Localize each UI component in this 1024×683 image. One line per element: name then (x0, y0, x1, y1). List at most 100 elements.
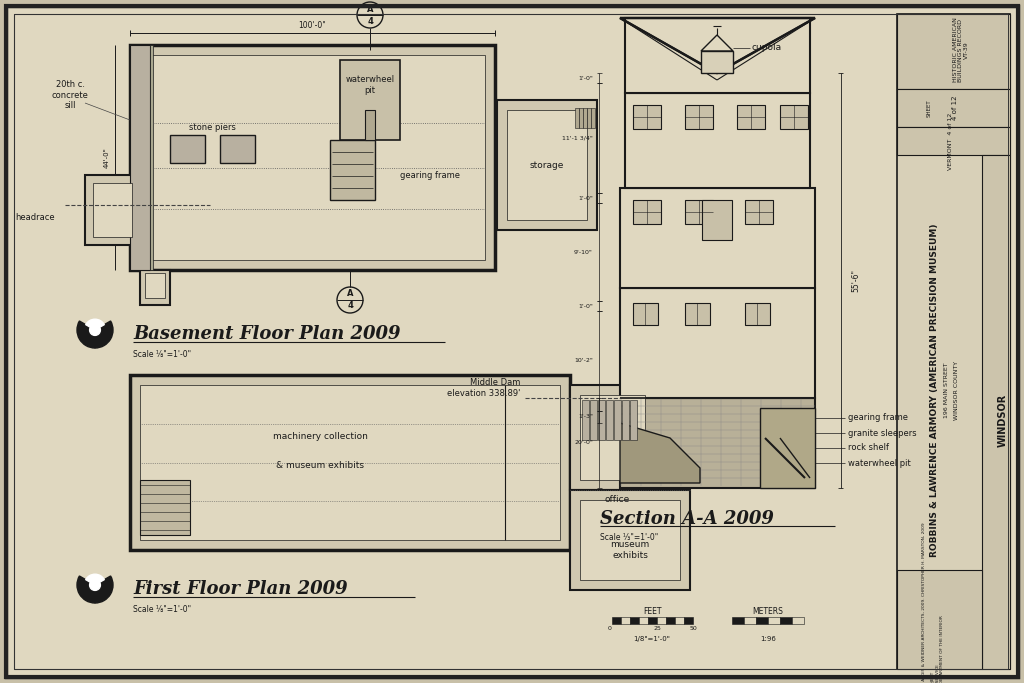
Text: SHEET: SHEET (927, 99, 932, 117)
Circle shape (90, 324, 100, 335)
Text: First Floor Plan 2009: First Floor Plan 2009 (133, 580, 347, 598)
Bar (170, 135, 205, 163)
Bar (744, 617, 756, 624)
Text: 1'-3": 1'-3" (578, 415, 593, 419)
Bar (768, 617, 780, 624)
Bar (582, 400, 589, 440)
Bar (685, 303, 710, 325)
Text: WINDSOR: WINDSOR (998, 393, 1008, 447)
Bar (130, 45, 150, 270)
Bar (591, 108, 595, 128)
Bar (614, 400, 621, 440)
Bar (612, 617, 621, 624)
Bar (982, 155, 1010, 669)
Wedge shape (95, 321, 113, 348)
Text: 50: 50 (689, 626, 697, 630)
Bar (633, 200, 662, 224)
Bar (575, 108, 579, 128)
Bar (760, 408, 815, 488)
Bar (497, 100, 597, 230)
Text: 4: 4 (347, 301, 353, 311)
Text: machinery collection: machinery collection (272, 432, 368, 441)
Bar (330, 140, 375, 200)
Bar (150, 45, 153, 270)
Bar (587, 108, 591, 128)
Bar (780, 105, 808, 129)
Bar (685, 200, 713, 224)
Text: granite sleepers: granite sleepers (848, 428, 916, 438)
Text: VERMONT  4 of 12: VERMONT 4 of 12 (947, 113, 952, 169)
Bar (737, 105, 765, 129)
Bar (675, 617, 684, 624)
Text: stone piers: stone piers (188, 122, 236, 132)
Text: waterwheel pit: waterwheel pit (848, 458, 910, 467)
Bar (684, 617, 693, 624)
Text: 1:96: 1:96 (760, 636, 776, 642)
Text: Section A-A 2009: Section A-A 2009 (600, 510, 774, 528)
Bar (590, 400, 597, 440)
Bar (140, 55, 485, 260)
Text: A: A (347, 290, 353, 298)
Bar (897, 570, 982, 669)
Text: rock shelf: rock shelf (848, 443, 889, 453)
Bar (620, 188, 815, 288)
Wedge shape (77, 576, 95, 603)
Bar (580, 500, 680, 580)
Bar (130, 45, 495, 270)
Bar (630, 400, 637, 440)
Wedge shape (86, 574, 104, 585)
Text: 44'-0": 44'-0" (104, 147, 110, 168)
Text: 10'-2": 10'-2" (574, 359, 593, 363)
Bar (745, 200, 773, 224)
Bar (93, 183, 132, 237)
Text: 100'-0": 100'-0" (299, 21, 327, 31)
Text: DELINEATED BY:  AEGIS & WEIDNER ARCHITECTS, 2009. CHRISTOPHER H. MARSTON, 2009

: DELINEATED BY: AEGIS & WEIDNER ARCHITECT… (922, 522, 944, 683)
Polygon shape (620, 423, 700, 483)
Bar (85, 175, 140, 245)
Text: 196 MAIN STREET: 196 MAIN STREET (944, 362, 949, 418)
Text: cupola: cupola (752, 44, 782, 53)
Text: ROBBINS & LAWRENCE ARMORY (AMERICAN PRECISION MUSEUM): ROBBINS & LAWRENCE ARMORY (AMERICAN PREC… (931, 223, 939, 557)
Bar (140, 480, 190, 535)
Bar (745, 303, 770, 325)
Text: FEET: FEET (643, 607, 662, 615)
Bar (702, 200, 732, 240)
Text: 1/8"=1'-0": 1/8"=1'-0" (634, 636, 671, 642)
Text: Middle Dam
elevation 338.89': Middle Dam elevation 338.89' (446, 378, 520, 398)
Bar (625, 93, 810, 188)
Bar (145, 273, 165, 298)
Text: Scale ⅓"=1'-0": Scale ⅓"=1'-0" (600, 533, 658, 542)
Text: Basement Floor Plan 2009: Basement Floor Plan 2009 (133, 325, 400, 343)
Bar (897, 14, 1010, 89)
Text: 4: 4 (367, 16, 373, 25)
Text: Scale ⅛"=1'-0": Scale ⅛"=1'-0" (133, 605, 191, 614)
Bar (732, 617, 744, 624)
Bar (701, 51, 733, 73)
Bar (620, 288, 815, 398)
Text: 9'-10": 9'-10" (574, 249, 593, 255)
Bar (897, 89, 1010, 127)
Text: museum
exhibits: museum exhibits (610, 540, 649, 559)
Bar (220, 135, 255, 163)
Text: gearing frame: gearing frame (848, 413, 908, 423)
Bar (570, 385, 655, 490)
Bar (621, 617, 630, 624)
Bar (756, 617, 768, 624)
Bar (606, 400, 613, 440)
Bar (897, 14, 1010, 669)
Bar (685, 105, 713, 129)
Text: storage: storage (529, 161, 564, 169)
Bar (583, 108, 587, 128)
Bar (507, 110, 587, 220)
Text: office: office (604, 495, 630, 505)
Bar (625, 18, 810, 93)
Wedge shape (77, 321, 95, 348)
Bar (639, 617, 648, 624)
Bar (580, 395, 645, 480)
Bar (570, 490, 690, 590)
Text: HISTORIC AMERICAN
BUILDINGS RECORD
VT-39: HISTORIC AMERICAN BUILDINGS RECORD VT-39 (952, 18, 970, 83)
Text: 1'-0": 1'-0" (579, 303, 593, 309)
Bar (130, 375, 570, 550)
Wedge shape (95, 576, 113, 603)
Text: 0: 0 (608, 626, 612, 630)
